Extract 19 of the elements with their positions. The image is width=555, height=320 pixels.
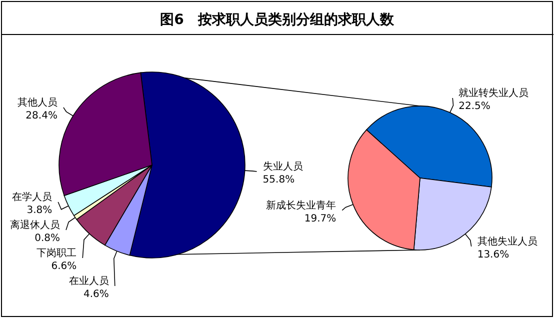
slice-label: 下岗职工 xyxy=(36,247,77,259)
slice-label: 离退休人员 xyxy=(10,219,60,231)
chart-title: 图6 按求职人员类别分组的求职人数 xyxy=(160,12,395,28)
data-label: 6.6% xyxy=(51,261,77,272)
data-label: 3.8% xyxy=(26,205,52,216)
slice-label: 失业人员 xyxy=(262,160,303,173)
slice-label: 就业转失业人员 xyxy=(458,86,529,99)
data-label: 28.4% xyxy=(26,110,58,122)
data-label: 22.5% xyxy=(458,100,490,112)
slice-label: 在学人员 xyxy=(12,191,52,203)
slice-label: 其他人员 xyxy=(17,96,58,108)
data-label: 55.8% xyxy=(262,174,295,186)
data-label: 19.7% xyxy=(304,213,336,224)
data-label: 4.6% xyxy=(83,289,109,300)
data-label: 0.8% xyxy=(34,233,60,244)
slice-label: 在业人员 xyxy=(68,275,109,287)
data-label: 13.6% xyxy=(477,249,510,260)
slice-label: 新成长失业青年 xyxy=(266,199,336,212)
slice-label: 其他失业人员 xyxy=(477,235,538,248)
